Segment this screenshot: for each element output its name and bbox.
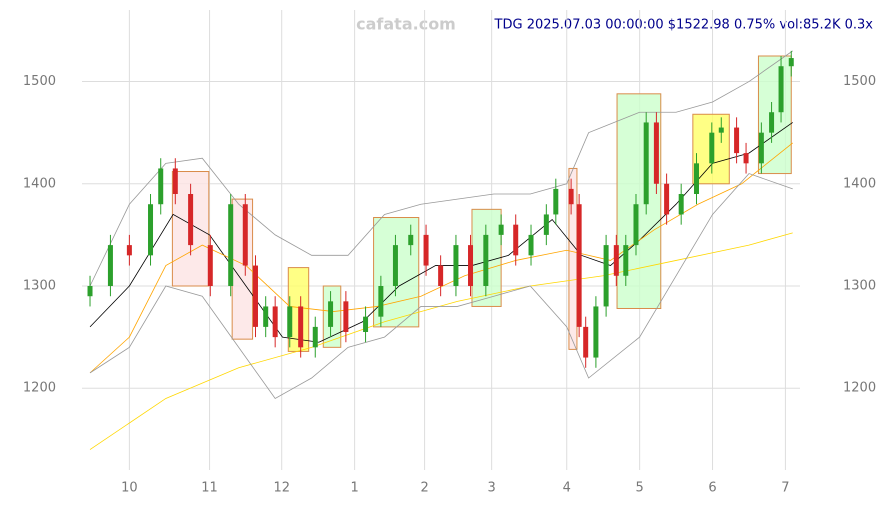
y-tick-label-right: 1500 bbox=[843, 74, 876, 89]
y-tick-label: 1200 bbox=[23, 381, 56, 396]
candle-body bbox=[172, 168, 178, 194]
y-tick-label-right: 1300 bbox=[843, 279, 876, 294]
x-tick-label: 12 bbox=[273, 481, 290, 496]
y-tick-label: 1300 bbox=[23, 279, 56, 294]
candle-body bbox=[653, 122, 659, 184]
indicator-line bbox=[89, 173, 793, 399]
x-tick-label: 10 bbox=[121, 481, 138, 496]
candle-body bbox=[438, 265, 444, 286]
x-tick-label: 7 bbox=[781, 481, 789, 496]
y-tick-label-right: 1400 bbox=[843, 176, 876, 191]
candle-body bbox=[543, 214, 549, 235]
candle-body bbox=[107, 245, 113, 286]
candle-body bbox=[328, 301, 334, 327]
candle-body bbox=[553, 188, 559, 215]
range-box bbox=[757, 55, 792, 175]
x-tick-label: 6 bbox=[708, 481, 716, 496]
candle-body bbox=[643, 122, 649, 205]
candle-body bbox=[664, 183, 670, 215]
candle-body bbox=[363, 316, 369, 332]
candle-body bbox=[709, 132, 715, 164]
candle-body bbox=[769, 112, 775, 133]
candle-body bbox=[207, 245, 213, 286]
candle-body bbox=[528, 234, 534, 256]
x-tick-label: 1 bbox=[350, 481, 358, 496]
candle-body bbox=[593, 306, 599, 358]
candle-body bbox=[408, 234, 414, 246]
candle-body bbox=[287, 306, 293, 338]
candle-body bbox=[758, 132, 764, 164]
x-tick-label: 3 bbox=[488, 481, 496, 496]
chart-title: TDG 2025.07.03 00:00:00 $1522.98 0.75% v… bbox=[494, 18, 874, 33]
candle-body bbox=[87, 286, 93, 297]
candle-body bbox=[126, 245, 132, 256]
x-tick-label: 4 bbox=[563, 481, 571, 496]
indicator-line bbox=[89, 50, 793, 287]
candle-body bbox=[693, 163, 699, 194]
candle-body bbox=[188, 194, 194, 246]
candle-body bbox=[453, 245, 459, 286]
x-tick-label: 5 bbox=[635, 481, 643, 496]
candle-body bbox=[623, 245, 629, 276]
candle-body bbox=[613, 245, 619, 276]
candle-body bbox=[312, 326, 318, 348]
indicator-line bbox=[89, 232, 793, 450]
candle-body bbox=[734, 127, 740, 154]
candle-body bbox=[718, 127, 724, 133]
candle-body bbox=[743, 153, 749, 164]
candle-body bbox=[423, 234, 429, 266]
candle-body bbox=[483, 234, 489, 286]
candle-body bbox=[576, 204, 582, 327]
watermark: cafata.com bbox=[356, 15, 456, 34]
candle-body bbox=[468, 245, 474, 286]
x-tick-label: 2 bbox=[420, 481, 428, 496]
candle-body bbox=[392, 245, 398, 286]
candle-body bbox=[603, 245, 609, 307]
y-tick-label: 1400 bbox=[23, 176, 56, 191]
candle-body bbox=[228, 204, 234, 286]
y-tick-label-right: 1200 bbox=[843, 381, 876, 396]
y-tick-label: 1500 bbox=[23, 74, 56, 89]
candle-body bbox=[583, 326, 589, 358]
candle-body bbox=[678, 194, 684, 215]
candle-body bbox=[498, 224, 504, 235]
candle-body bbox=[778, 66, 784, 113]
candle-body bbox=[788, 58, 794, 67]
candle-body bbox=[263, 306, 269, 327]
candle-body bbox=[633, 204, 639, 246]
candle-body bbox=[513, 224, 519, 256]
candle-body bbox=[568, 188, 574, 205]
candle-body bbox=[158, 168, 164, 205]
candle-body bbox=[343, 301, 349, 332]
x-tick-label: 11 bbox=[201, 481, 218, 496]
candle-body bbox=[378, 286, 384, 317]
candle-body bbox=[272, 306, 278, 338]
candle-body bbox=[252, 265, 258, 327]
candle-body bbox=[298, 306, 304, 348]
candle-body bbox=[242, 204, 248, 266]
candle-body bbox=[148, 204, 154, 256]
